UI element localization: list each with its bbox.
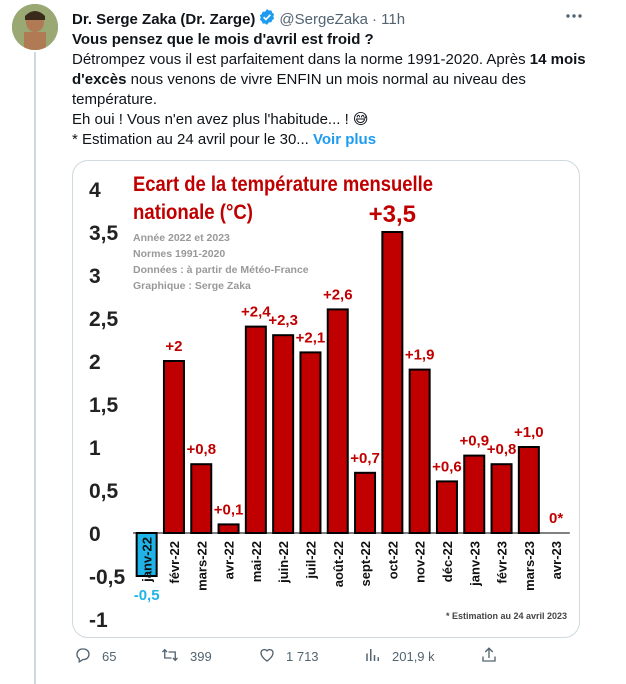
- x-tick-label: mars-22: [194, 541, 209, 591]
- bar-value-label: +2,1: [296, 329, 326, 346]
- y-tick-label: 2,5: [89, 308, 119, 331]
- chart-bar: [299, 351, 322, 534]
- thread-line: [34, 52, 36, 684]
- tweet-text: Vous pensez que le mois d'avril est froi…: [72, 30, 592, 150]
- bar-value-label: +2,6: [323, 286, 353, 303]
- y-tick-label: 1: [89, 437, 101, 460]
- verified-badge-icon: [258, 8, 276, 30]
- x-tick-label: sept-22: [358, 541, 373, 587]
- tweet-line-2: Détrompez vous il est parfaitement dans …: [72, 51, 586, 108]
- chart-note: Normes 1991-2020: [133, 248, 225, 260]
- retweet-count: 399: [190, 649, 212, 664]
- chart-bar: [217, 523, 240, 534]
- chart-bar: [272, 334, 295, 534]
- bar-value-label: +2,4: [241, 304, 271, 321]
- bar-value-label: +0,8: [186, 441, 216, 458]
- x-tick-label: juin-22: [276, 541, 291, 584]
- like-button[interactable]: 1 713: [258, 646, 319, 667]
- x-tick-label: janv-23: [467, 541, 482, 587]
- chart-title-line-2: nationale (°C): [133, 201, 253, 224]
- y-tick-label: 1,5: [89, 394, 119, 417]
- x-tick-label: févr-23: [495, 541, 510, 584]
- x-tick-label: janv-22: [140, 537, 155, 583]
- y-tick-label: 0: [89, 523, 101, 546]
- chart-bar: [354, 471, 377, 534]
- x-tick-label: mai-22: [249, 541, 264, 582]
- chart-note: Données : à partir de Météo-France: [133, 264, 309, 276]
- y-tick-label: -1: [89, 609, 108, 632]
- y-tick-label: 0,5: [89, 480, 119, 503]
- chart-bar: [244, 325, 267, 534]
- chart-note: Année 2022 et 2023: [133, 232, 230, 244]
- bar-value-label: +1,0: [514, 424, 544, 441]
- tweet-line-3: Eh oui ! Vous n'en avez plus l'habitude.…: [72, 111, 369, 128]
- chart-bar: [162, 360, 185, 534]
- bar-value-label: +1,9: [405, 347, 435, 364]
- avatar[interactable]: [12, 4, 58, 50]
- x-tick-label: avr-23: [549, 541, 564, 579]
- bar-value-label: +2,3: [268, 312, 298, 329]
- chart-bar: [326, 308, 349, 534]
- tweet-header: Dr. Serge Zaka (Dr. Zarge) @SergeZaka · …: [72, 8, 405, 30]
- x-tick-label: nov-22: [413, 541, 428, 583]
- chart-title-line-1: Ecart de la température mensuelle: [133, 173, 433, 196]
- author-handle[interactable]: @SergeZaka: [279, 10, 369, 28]
- retweet-icon: [160, 646, 190, 667]
- chart-bar: [190, 463, 213, 535]
- bar-value-label: +0,7: [350, 450, 380, 467]
- chart-bar: [381, 231, 404, 534]
- chart-note: Graphique : Serge Zaka: [133, 280, 251, 292]
- views-button[interactable]: 201,9 k: [364, 646, 435, 667]
- y-tick-label: 2: [89, 351, 101, 374]
- x-tick-label: févr-22: [167, 541, 182, 584]
- share-button[interactable]: [480, 646, 508, 667]
- x-tick-label: déc-22: [440, 541, 455, 582]
- bar-value-label: +2: [165, 338, 182, 355]
- share-icon: [480, 646, 508, 667]
- x-tick-label: avr-22: [222, 541, 237, 579]
- action-bar: 65 399 1 713 201,9 k: [72, 646, 592, 676]
- y-tick-label: 3,5: [89, 222, 119, 245]
- like-count: 1 713: [286, 649, 319, 664]
- y-tick-label: 4: [89, 179, 101, 202]
- temperature-chart: Ecart de la température mensuelle nation…: [89, 173, 570, 632]
- y-tick-label: 3: [89, 265, 101, 288]
- heart-icon: [258, 646, 286, 667]
- chart-bar: [517, 446, 540, 534]
- bar-value-label: +3,5: [369, 201, 416, 228]
- x-tick-label: mars-23: [522, 541, 537, 591]
- bar-value-label: +0,9: [459, 433, 489, 450]
- bar-value-label: +0,6: [432, 458, 462, 475]
- x-tick-label: août-22: [331, 541, 346, 587]
- bar-value-label: 0*: [549, 510, 563, 527]
- bar-value-label: +0,8: [487, 441, 517, 458]
- more-options-icon[interactable]: [564, 6, 584, 26]
- chart-footnote: * Estimation au 24 avril 2023: [446, 611, 567, 621]
- chart-bar: [408, 368, 431, 534]
- timestamp[interactable]: · 11h: [372, 10, 406, 28]
- y-tick-label: -0,5: [89, 566, 126, 589]
- retweet-button[interactable]: 399: [160, 646, 212, 667]
- chart-bar: [435, 480, 458, 534]
- chart-image[interactable]: Ecart de la température mensuelle nation…: [72, 160, 580, 638]
- reply-count: 65: [102, 649, 117, 664]
- views-count: 201,9 k: [392, 649, 435, 664]
- bar-value-label: +0,1: [214, 501, 244, 518]
- voir-plus-link[interactable]: Voir plus: [312, 131, 377, 148]
- analytics-icon: [364, 646, 392, 667]
- bar-value-label: -0,5: [134, 587, 160, 604]
- tweet-line-4: * Estimation au 24 avril pour le 30... V…: [72, 131, 377, 148]
- reply-button[interactable]: 65: [74, 646, 116, 667]
- tweet-line-1: Vous pensez que le mois d'avril est froi…: [72, 31, 374, 48]
- reply-icon: [74, 646, 102, 667]
- chart-bar: [490, 463, 513, 535]
- x-tick-label: juil-22: [303, 541, 318, 580]
- chart-bar: [463, 454, 486, 535]
- x-tick-label: oct-22: [385, 541, 400, 579]
- author-name[interactable]: Dr. Serge Zaka (Dr. Zarge): [72, 10, 256, 28]
